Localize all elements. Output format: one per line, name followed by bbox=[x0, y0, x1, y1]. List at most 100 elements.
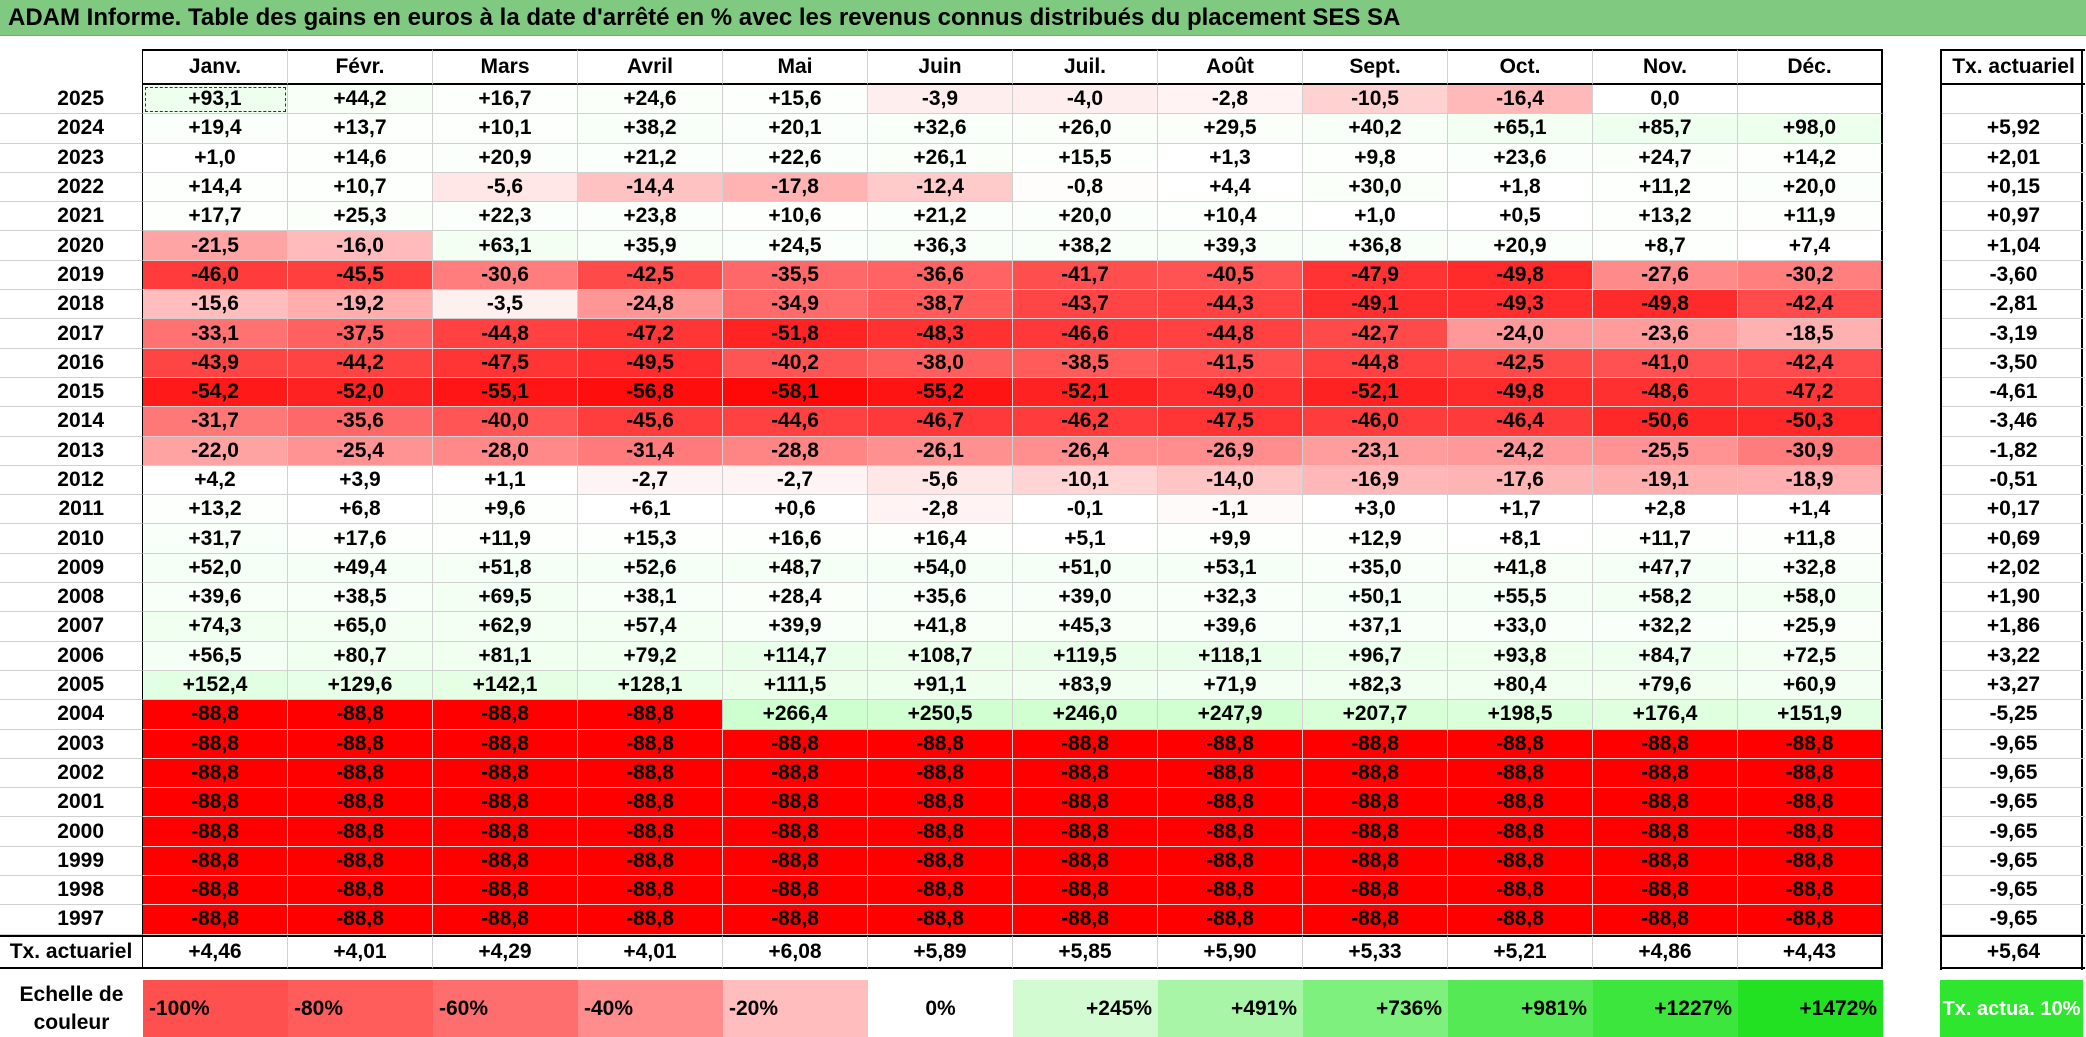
year-label: 1998 bbox=[0, 876, 143, 906]
table-cell: +50,1 bbox=[1303, 583, 1448, 613]
table-cell: -88,8 bbox=[1448, 905, 1593, 935]
table-cell: +93,1 bbox=[143, 85, 288, 115]
table-cell: -16,0 bbox=[288, 231, 433, 261]
table-cell: -30,9 bbox=[1738, 436, 1883, 466]
table-cell: -88,8 bbox=[1738, 905, 1883, 935]
table-cell: +142,1 bbox=[433, 670, 578, 701]
table-cell: +21,2 bbox=[578, 143, 723, 173]
table-cell: +41,8 bbox=[868, 612, 1013, 642]
table-cell: +24,5 bbox=[723, 231, 868, 261]
table-cell: -16,4 bbox=[1448, 85, 1593, 115]
table-cell: +4,4 bbox=[1158, 172, 1303, 203]
table-cell: -30,2 bbox=[1738, 260, 1883, 291]
tx-value: -0,51 bbox=[1942, 466, 2085, 496]
year-label: 2022 bbox=[0, 172, 143, 203]
tx-row-cell: +4,01 bbox=[288, 934, 433, 969]
color-scale: Echelle de couleur -100% -80% -60% -40% -20%… bbox=[0, 980, 2086, 1037]
table-cell: -88,8 bbox=[288, 817, 433, 847]
table-cell: -22,0 bbox=[143, 436, 288, 466]
table-cell: -88,8 bbox=[723, 817, 868, 847]
table-cell: -44,3 bbox=[1158, 290, 1303, 320]
table-cell: -88,8 bbox=[1448, 729, 1593, 759]
table-cell: -88,8 bbox=[868, 817, 1013, 847]
table-cell: +81,1 bbox=[433, 641, 578, 671]
table-cell: +65,1 bbox=[1448, 114, 1593, 144]
table-cell: -88,8 bbox=[1013, 846, 1158, 877]
table-cell: +20,9 bbox=[1448, 231, 1593, 261]
table-cell: -48,3 bbox=[868, 319, 1013, 349]
tx-row-cell: +4,46 bbox=[143, 934, 288, 969]
table-cell: -43,9 bbox=[143, 348, 288, 378]
table-cell: -52,1 bbox=[1013, 377, 1158, 408]
table-cell: -88,8 bbox=[1738, 846, 1883, 877]
table-cell: +198,5 bbox=[1448, 700, 1593, 730]
table-cell: -88,8 bbox=[1593, 758, 1738, 789]
table-cell: -88,8 bbox=[723, 905, 868, 935]
title-bar: ADAM Informe. Table des gains en euros à… bbox=[0, 0, 2086, 36]
table-cell: +9,9 bbox=[1158, 524, 1303, 554]
table-cell: +38,5 bbox=[288, 583, 433, 613]
header-corner bbox=[0, 49, 143, 85]
table-cell: -88,8 bbox=[1013, 905, 1158, 935]
color-scale-step: +736% bbox=[1303, 980, 1448, 1037]
table-cell: -88,8 bbox=[1303, 876, 1448, 906]
table-cell: +28,4 bbox=[723, 583, 868, 613]
table-cell: -27,6 bbox=[1593, 260, 1738, 291]
year-label: 2011 bbox=[0, 495, 143, 525]
tx-value: +0,97 bbox=[1942, 202, 2085, 232]
year-label: 2021 bbox=[0, 202, 143, 232]
table-cell: -88,8 bbox=[578, 846, 723, 877]
table-cell: +14,6 bbox=[288, 143, 433, 173]
table-cell: -88,8 bbox=[1593, 729, 1738, 759]
table-cell: +1,4 bbox=[1738, 495, 1883, 525]
tx-value: +0,15 bbox=[1942, 173, 2085, 203]
table-cell: +32,3 bbox=[1158, 583, 1303, 613]
table-cell: +39,9 bbox=[723, 612, 868, 642]
table-cell: +1,3 bbox=[1158, 143, 1303, 173]
table-cell: +36,3 bbox=[868, 231, 1013, 261]
table-cell: -88,8 bbox=[723, 876, 868, 906]
table-cell: -42,5 bbox=[1448, 348, 1593, 378]
table-cell: -19,1 bbox=[1593, 465, 1738, 496]
table-cell: -24,2 bbox=[1448, 436, 1593, 466]
tx-value: -9,65 bbox=[1942, 730, 2085, 759]
table-cell: -88,8 bbox=[723, 846, 868, 877]
tx-row-cell: +5,90 bbox=[1158, 934, 1303, 969]
tx-value bbox=[1942, 85, 2085, 115]
year-label: 2018 bbox=[0, 290, 143, 320]
table-cell: -36,6 bbox=[868, 260, 1013, 291]
table-cell: -88,8 bbox=[143, 846, 288, 877]
table-cell: -88,8 bbox=[1013, 876, 1158, 906]
tx-value: -3,60 bbox=[1942, 261, 2085, 291]
table-cell: +129,6 bbox=[288, 670, 433, 701]
table-cell: -88,8 bbox=[288, 788, 433, 818]
table-cell: +36,8 bbox=[1303, 231, 1448, 261]
table-cell: +14,4 bbox=[143, 172, 288, 203]
table-cell: -55,1 bbox=[433, 377, 578, 408]
table-cell: -88,8 bbox=[1158, 817, 1303, 847]
year-label: 2025 bbox=[0, 85, 143, 115]
color-scale-step: -80% bbox=[288, 980, 433, 1037]
table-cell: +84,7 bbox=[1593, 641, 1738, 671]
table-cell: +22,6 bbox=[723, 143, 868, 173]
table-cell: +74,3 bbox=[143, 612, 288, 642]
table-cell: +13,2 bbox=[143, 495, 288, 525]
table-cell: +11,8 bbox=[1738, 524, 1883, 554]
table-cell: +20,1 bbox=[723, 114, 868, 144]
table-cell: -46,0 bbox=[143, 260, 288, 291]
table-cell: -17,8 bbox=[723, 172, 868, 203]
table-cell: +17,6 bbox=[288, 524, 433, 554]
year-label: 1999 bbox=[0, 846, 143, 877]
table-cell: -10,1 bbox=[1013, 465, 1158, 496]
table-cell: -18,9 bbox=[1738, 465, 1883, 496]
table-cell: -26,1 bbox=[868, 436, 1013, 466]
year-label: 2002 bbox=[0, 758, 143, 789]
month-header: Juin bbox=[868, 49, 1013, 85]
month-header: Oct. bbox=[1448, 49, 1593, 85]
table-cell: -88,8 bbox=[1303, 788, 1448, 818]
table-cell: +11,9 bbox=[1738, 202, 1883, 232]
table-cell: -4,0 bbox=[1013, 85, 1158, 115]
table-cell: -3,9 bbox=[868, 85, 1013, 115]
table-cell: +57,4 bbox=[578, 612, 723, 642]
year-label: 2023 bbox=[0, 143, 143, 173]
